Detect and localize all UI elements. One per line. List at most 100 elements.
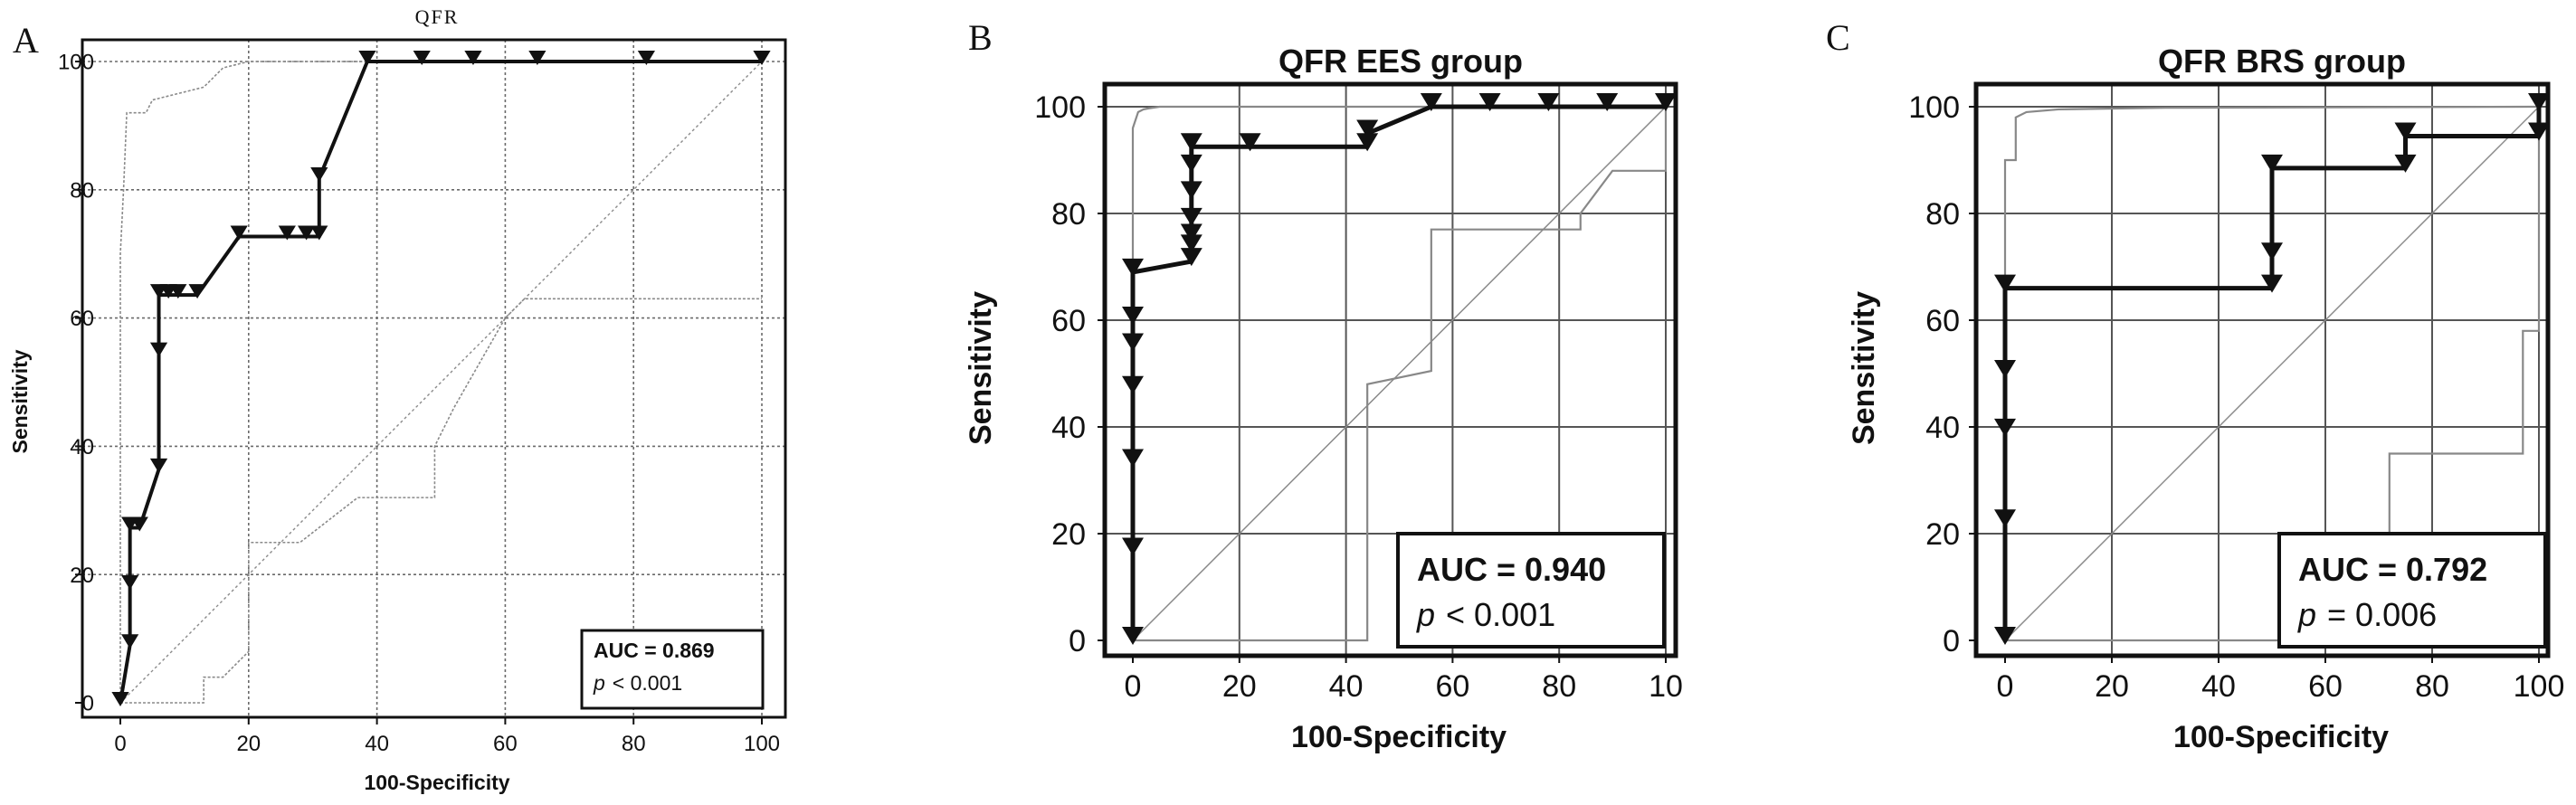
roc-markers-b: [1122, 93, 1677, 645]
ci-upper-bound: [1131, 105, 1666, 640]
x-tick-label: 40: [365, 732, 389, 756]
roc-point-marker: [753, 51, 771, 65]
chart-title-a: QFR: [415, 5, 460, 28]
roc-point-marker: [1655, 93, 1677, 111]
y-tick-label: 80: [1051, 197, 1086, 232]
roc-point-marker: [1122, 375, 1144, 394]
roc-point-marker: [637, 51, 655, 65]
auc-box-b: [1396, 532, 1666, 649]
roc-point-marker: [188, 284, 206, 299]
roc-point-marker: [1537, 93, 1560, 111]
roc-point-marker: [1180, 234, 1202, 253]
panel-letter-c: C: [1826, 17, 1850, 58]
x-tick-label: 0: [114, 732, 126, 756]
roc-point-marker: [2261, 242, 2283, 261]
ci-lower-bound: [120, 298, 762, 704]
y-axis-label-b: Sensitivity: [964, 291, 998, 445]
roc-markers-c: [1994, 93, 2550, 645]
plot-frame: [1102, 81, 1678, 658]
chance-diagonal: [2004, 106, 2540, 641]
x-axis-label-c: 100-Specificity: [2173, 720, 2389, 754]
x-tick-label: 10: [1649, 669, 1683, 704]
roc-point-marker: [1180, 181, 1202, 200]
roc-point-marker: [358, 51, 376, 65]
confidence-bounds-a: [119, 61, 762, 704]
roc-point-marker: [1122, 537, 1144, 556]
y-tick-label: 20: [70, 564, 94, 588]
roc-point-marker: [2528, 93, 2550, 111]
x-tick-label: 0: [1125, 669, 1142, 704]
auc-box-c: [2277, 532, 2547, 649]
chart-title-c: QFR BRS group: [2158, 43, 2406, 80]
plot-frame-a: [81, 38, 787, 719]
x-axis-label-b: 100-Specificity: [1291, 720, 1507, 754]
roc-markers-a: [111, 51, 771, 706]
roc-point-marker: [1994, 360, 2016, 378]
roc-point-marker: [1994, 274, 2016, 293]
roc-curve-a: [119, 60, 762, 704]
roc-point-marker: [1122, 333, 1144, 352]
y-tick-label: 60: [1051, 304, 1086, 338]
roc-point-marker: [2394, 154, 2417, 173]
x-tick-label: 80: [2415, 669, 2449, 704]
y-tick-label: 40: [1925, 411, 1960, 445]
roc-point-marker: [1478, 93, 1501, 111]
y-tick-label: 40: [1051, 411, 1086, 445]
ci-upper-bound: [119, 61, 762, 703]
auc-box-a: [580, 629, 765, 710]
roc-point-marker: [1122, 307, 1144, 325]
grid-a: [82, 40, 785, 717]
roc-point-marker: [2261, 154, 2283, 173]
roc-point-marker: [1596, 93, 1619, 111]
x-tick-label: 20: [1222, 669, 1257, 704]
roc-line: [119, 60, 762, 704]
roc-point-marker: [1356, 119, 1379, 138]
roc-point-marker: [278, 225, 296, 241]
roc-point-marker: [1180, 154, 1202, 173]
x-tick-label: 60: [1435, 669, 1469, 704]
y-axis-label-a: Sensitivity: [8, 349, 32, 453]
roc-point-marker: [111, 692, 129, 706]
y-tick-label: 0: [82, 692, 94, 716]
x-tick-label: 40: [1329, 669, 1364, 704]
auc-label-a: AUC = 0.869: [594, 639, 715, 662]
roc-point-marker: [149, 342, 168, 357]
roc-point-marker: [1420, 93, 1442, 111]
diagonal-c: [2004, 106, 2540, 641]
x-axis-label-a: 100-Specificity: [364, 771, 509, 794]
roc-point-marker: [1356, 133, 1379, 152]
y-tick-label: 20: [1051, 517, 1086, 552]
x-tick-label: 100: [2514, 669, 2565, 704]
y-tick-label: 100: [58, 51, 94, 75]
x-tick-label: 60: [493, 732, 518, 756]
roc-point-marker: [1180, 207, 1202, 226]
y-axis-label-c: Sensitivity: [1847, 291, 1881, 445]
roc-point-marker: [130, 516, 148, 532]
roc-point-marker: [413, 51, 431, 65]
y-tick-label: 80: [1925, 197, 1960, 232]
roc-point-marker: [310, 167, 328, 183]
x-tick-label: 80: [622, 732, 646, 756]
plot-frame: [1973, 81, 2551, 658]
auc-label-c: AUC = 0.792: [2298, 551, 2487, 588]
roc-point-marker: [2261, 274, 2283, 293]
roc-point-marker: [1122, 627, 1144, 645]
x-tick-label: 0: [1997, 669, 2014, 704]
roc-curve-c: [2002, 107, 2542, 640]
y-tick-label: 40: [70, 435, 94, 459]
y-tick-label: 80: [70, 178, 94, 203]
roc-point-marker: [1994, 418, 2016, 437]
plot-frame: [81, 38, 787, 719]
x-tick-label: 80: [1542, 669, 1576, 704]
panel-c: C QFR BRS group 0 20 40 60 80 100 0 20 40 60 80 100…: [1826, 17, 2564, 754]
roc-point-marker: [1994, 627, 2016, 645]
diagonal-a: [119, 61, 763, 704]
y-tick-label: 20: [1925, 517, 1960, 552]
ci-upper-bound: [2003, 105, 2540, 640]
ci-lower-bound: [1133, 107, 1668, 642]
roc-point-marker: [1122, 258, 1144, 277]
y-tick-label: 0: [1943, 624, 1960, 658]
p-value-c: p = 0.006: [2297, 596, 2437, 633]
